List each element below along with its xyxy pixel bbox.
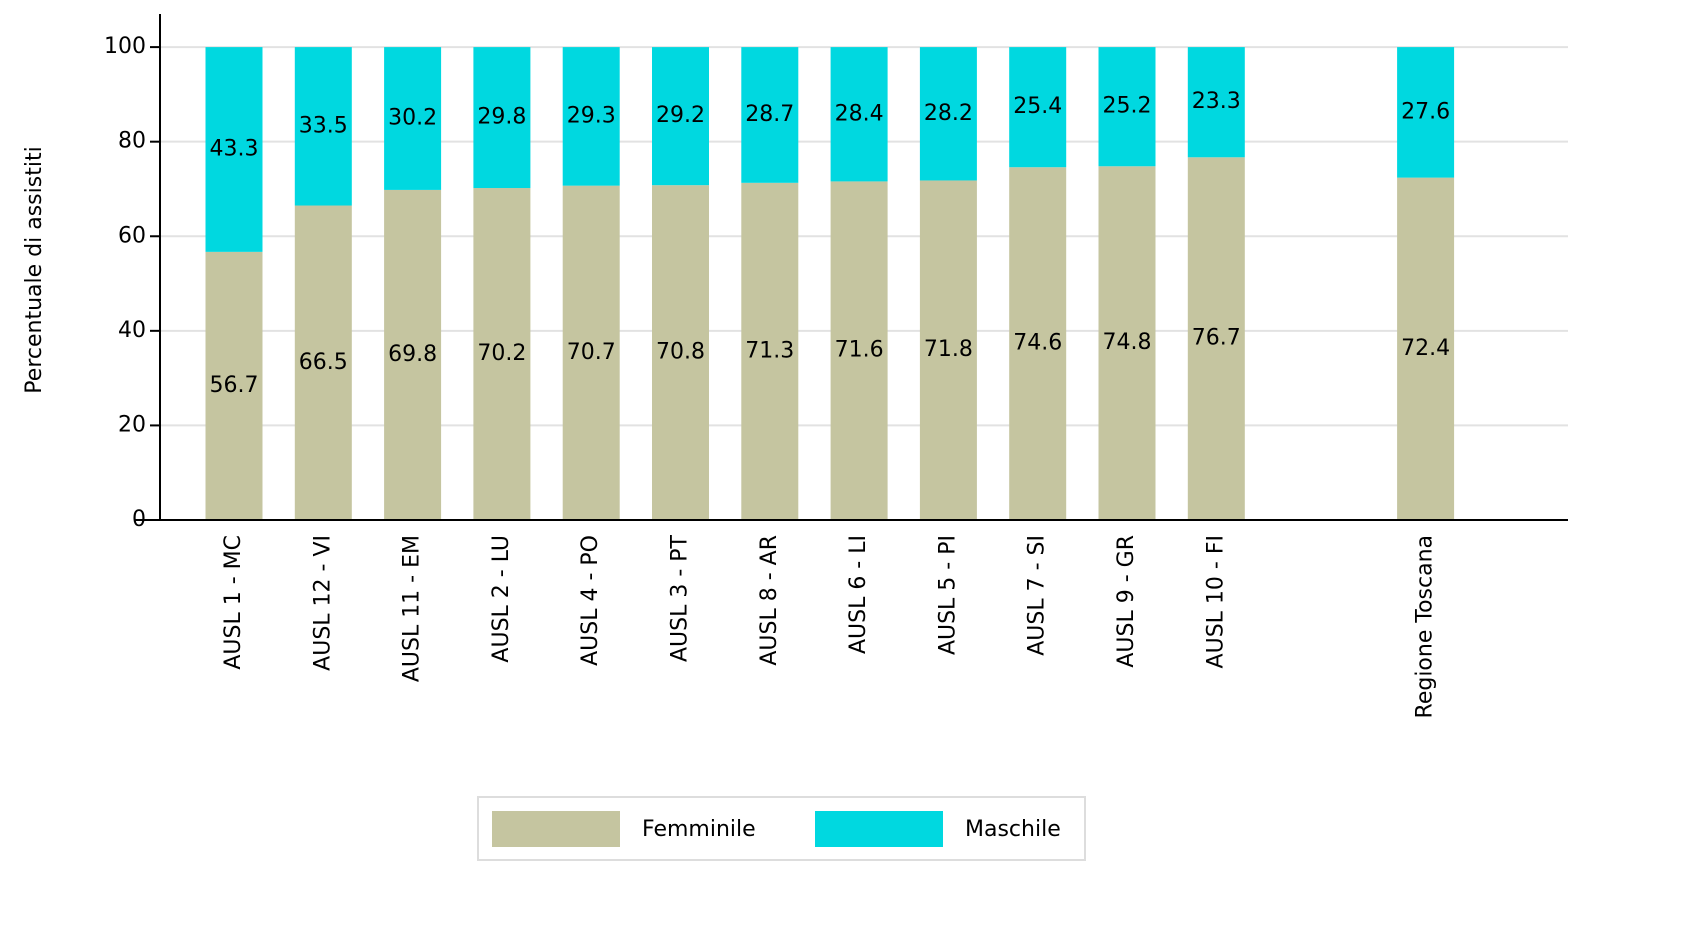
bar-segment xyxy=(652,185,709,520)
data-label: 29.3 xyxy=(567,103,616,128)
x-tick-label: AUSL 10 - FI xyxy=(1203,535,1228,668)
data-label: 29.8 xyxy=(477,105,526,130)
x-tick-label: AUSL 3 - PT xyxy=(668,534,693,662)
data-label: 74.8 xyxy=(1103,330,1152,355)
bar-segment xyxy=(562,185,620,520)
legend-label: Maschile xyxy=(965,817,1061,842)
data-label: 76.7 xyxy=(1192,326,1241,351)
bar-segment xyxy=(1009,47,1067,168)
data-label: 72.4 xyxy=(1401,336,1450,361)
data-label: 43.3 xyxy=(210,136,259,161)
data-label: 74.6 xyxy=(1013,331,1062,356)
bar-segment xyxy=(830,47,888,182)
data-label: 71.6 xyxy=(835,338,884,363)
x-tick-label: AUSL 11 - EM xyxy=(400,535,425,682)
y-tick-label: 100 xyxy=(104,34,146,59)
bar-segment xyxy=(384,47,442,190)
data-label: 29.2 xyxy=(656,103,705,128)
data-label: 28.4 xyxy=(835,101,884,126)
x-tick-label: AUSL 12 - VI xyxy=(310,535,335,671)
bar-segment xyxy=(1098,47,1156,167)
data-label: 28.7 xyxy=(745,102,794,127)
x-tick-label: AUSL 7 - SI xyxy=(1025,535,1050,656)
bar-segment xyxy=(919,180,977,520)
bar-segment xyxy=(205,251,263,520)
x-tick-label: AUSL 6 - LI xyxy=(846,535,871,654)
y-tick-label: 60 xyxy=(118,223,146,248)
bar-segment xyxy=(830,181,888,520)
x-tick-label: AUSL 9 - GR xyxy=(1114,535,1139,668)
bar-segment xyxy=(1397,47,1455,178)
x-tick-label: Regione Toscana xyxy=(1413,535,1438,718)
data-label: 66.5 xyxy=(299,350,348,375)
data-label: 71.3 xyxy=(745,338,794,363)
data-label: 56.7 xyxy=(210,373,259,398)
bar-segment xyxy=(294,205,352,520)
data-label: 70.7 xyxy=(567,340,616,365)
bar-segment xyxy=(1187,47,1245,158)
data-label: 25.2 xyxy=(1103,94,1152,119)
bar-segment xyxy=(1009,167,1067,520)
data-label: 30.2 xyxy=(388,106,437,131)
legend-swatch xyxy=(815,811,943,847)
bar-segment xyxy=(384,189,442,520)
data-label: 23.3 xyxy=(1192,89,1241,114)
bar-segment xyxy=(562,47,620,186)
data-label: 25.4 xyxy=(1013,94,1062,119)
bar-segment xyxy=(1098,166,1156,521)
bar-segment xyxy=(473,188,531,520)
bar-segment xyxy=(741,182,799,521)
bar-segment xyxy=(741,47,799,183)
data-label: 70.2 xyxy=(477,341,526,366)
x-tick-label: AUSL 2 - LU xyxy=(489,535,514,663)
x-tick-label: AUSL 5 - PI xyxy=(935,535,960,655)
y-tick-label: 20 xyxy=(118,412,146,437)
legend-label: Femminile xyxy=(642,817,756,842)
x-tick-label: AUSL 8 - AR xyxy=(757,535,782,666)
bar-segment xyxy=(652,47,709,186)
data-label: 33.5 xyxy=(299,113,348,138)
bar-segment xyxy=(1187,157,1245,521)
y-axis-label: Percentuale di assistiti xyxy=(22,146,47,393)
bar-segment xyxy=(473,47,531,189)
bar-segment xyxy=(205,47,263,252)
y-tick-label: 80 xyxy=(118,129,146,154)
x-tick-label: AUSL 4 - PO xyxy=(578,535,603,666)
data-label: 27.6 xyxy=(1401,99,1450,124)
bar-segment xyxy=(1397,177,1455,520)
data-label: 70.8 xyxy=(656,340,705,365)
legend-swatch xyxy=(492,811,620,847)
bar-segment xyxy=(294,47,352,206)
data-label: 69.8 xyxy=(388,342,437,367)
x-tick-label: AUSL 1 - MC xyxy=(221,535,246,670)
y-tick-label: 40 xyxy=(118,318,146,343)
data-label: 71.8 xyxy=(924,337,973,362)
data-label: 28.2 xyxy=(924,101,973,126)
bar-segment xyxy=(919,47,977,181)
